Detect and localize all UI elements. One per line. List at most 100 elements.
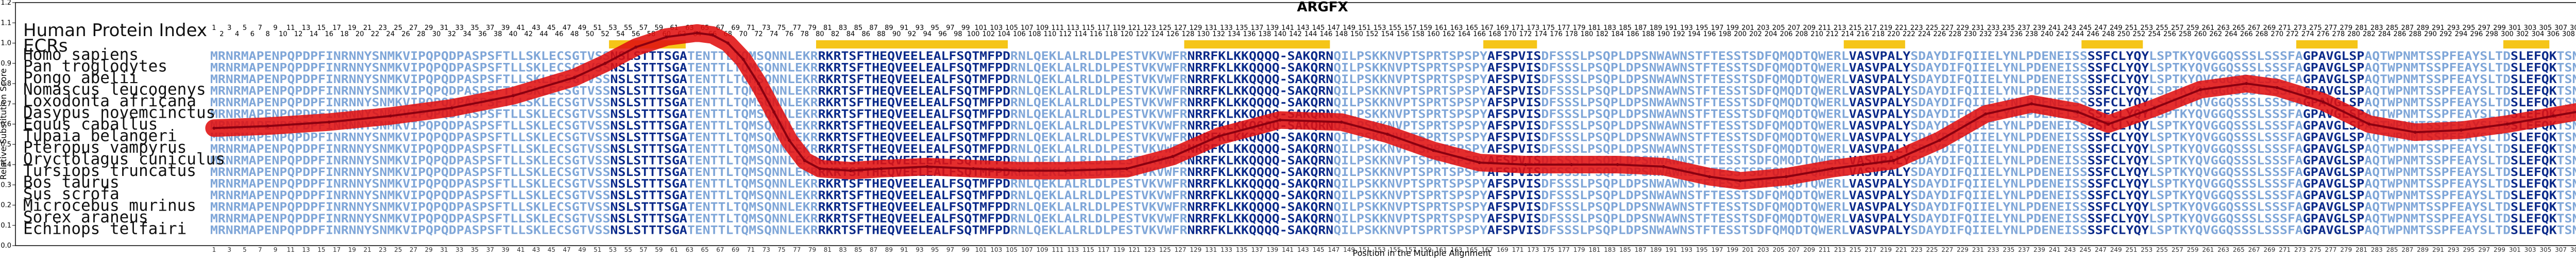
top-position-number: 152 [1366, 30, 1379, 38]
top-position-number: 255 [2156, 24, 2168, 32]
top-position-number: 12 [294, 30, 303, 38]
score-point [757, 82, 760, 85]
top-position-number: 147 [1327, 24, 1340, 32]
top-position-number: 183 [1603, 24, 1616, 32]
top-position-number: 82 [831, 30, 840, 38]
top-position-number: 225 [1926, 24, 1939, 32]
x-tick-label: 129 [1190, 246, 1201, 253]
top-position-number: 27 [409, 24, 418, 32]
top-position-number: 219 [1879, 24, 1892, 32]
x-tick-label: 25 [394, 246, 402, 253]
x-tick-label: 249 [2110, 246, 2122, 253]
sequence-row: MRNRMAPENPQPDPFINRNNYSNMKVIPQPQDPASPSFTL… [210, 166, 2576, 179]
score-point [1738, 179, 1742, 183]
score-point [696, 31, 699, 35]
x-tick-label: 205 [1773, 246, 1785, 253]
x-tick-label: 167 [1481, 246, 1493, 253]
x-tick-label: 141 [1282, 246, 1294, 253]
top-position-number: 24 [386, 30, 395, 38]
top-position-number: 15 [317, 24, 326, 32]
x-tick-label: 77 [793, 246, 801, 253]
sequence-rows: MRNRMAPENPQPDPFINRNNYSNMKVIPQPQDPASPSFTL… [210, 50, 2576, 237]
top-position-number: 159 [1419, 24, 1432, 32]
top-position-number: 145 [1312, 24, 1325, 32]
x-tick-label: 219 [1880, 246, 1892, 253]
x-tick-label: 157 [1404, 246, 1416, 253]
top-position-number: 100 [967, 30, 980, 38]
species-label: Pan troglodytes [23, 57, 167, 76]
top-position-number: 302 [2516, 30, 2529, 38]
x-tick-label: 103 [990, 246, 1002, 253]
x-tick-label: 133 [1221, 246, 1232, 253]
x-tick-label: 307 [2555, 246, 2567, 253]
top-position-number: 227 [1941, 24, 1954, 32]
y-tick-label: 0.2 [1, 202, 11, 209]
sequence-row: MRNRMAPENPQPDPFINRNNYSNMKVIPQPQDPASPSFTL… [210, 73, 2576, 86]
top-position-number: 191 [1665, 24, 1677, 32]
top-position-number: 131 [1205, 24, 1217, 32]
top-position-number: 11 [286, 24, 295, 32]
x-tick-label: 37 [486, 246, 494, 253]
ecr-bar [2503, 40, 2550, 49]
x-tick-label: 279 [2340, 246, 2352, 253]
x-tick-label: 67 [716, 246, 724, 253]
top-position-number: 257 [2171, 24, 2184, 32]
y-tick-label: 0.9 [1, 60, 11, 68]
top-position-number: 14 [310, 30, 318, 38]
x-tick-label: 291 [2432, 246, 2444, 253]
top-position-number: 164 [1458, 30, 1470, 38]
x-tick-label: 73 [762, 246, 770, 253]
species-label: Dasypus novemcinctus [23, 104, 215, 122]
top-position-number: 32 [448, 30, 456, 38]
score-point [1662, 165, 1665, 168]
top-position-number: 231 [1972, 24, 1985, 32]
x-tick-label: 191 [1665, 246, 1677, 253]
x-tick-label: 239 [2033, 246, 2045, 253]
score-point [1570, 163, 1573, 166]
top-position-number: 301 [2509, 24, 2521, 32]
top-position-number: 290 [2424, 30, 2437, 38]
top-position-number: 71 [747, 24, 755, 32]
top-position-number: 260 [2194, 30, 2207, 38]
x-tick-label: 45 [548, 246, 555, 253]
top-position-number: 293 [2447, 24, 2460, 32]
y-tick-label: 1.2 [1, 0, 11, 7]
header-human-protein-index: Human Protein Index [23, 20, 207, 41]
top-position-number: 146 [1320, 30, 1333, 38]
top-position-number: 256 [2163, 30, 2176, 38]
top-position-number: 288 [2409, 30, 2421, 38]
x-tick-label: 109 [1037, 246, 1048, 253]
top-position-number: 128 [1182, 30, 1195, 38]
top-position-number: 9 [273, 24, 277, 32]
top-position-number: 291 [2432, 24, 2445, 32]
top-position-number: 217 [1864, 24, 1877, 32]
top-position-number: 113 [1066, 24, 1079, 32]
top-position-number: 208 [1795, 30, 1808, 38]
score-point [1171, 155, 1175, 158]
top-position-number: 133 [1220, 24, 1233, 32]
top-position-number: 232 [1979, 30, 1992, 38]
sequence-row: MRNRMAPENPQPDPFINRNNYSNMKVIPQPQDPASPSFTL… [210, 143, 2576, 156]
top-position-number: 304 [2532, 30, 2545, 38]
top-position-number: 79 [808, 24, 817, 32]
top-position-number: 136 [1243, 30, 1256, 38]
top-position-number: 83 [839, 24, 848, 32]
x-tick-label: 217 [1865, 246, 1876, 253]
top-position-number: 141 [1281, 24, 1294, 32]
x-axis: 1 3 5 7 9 11 13 15 17 19 21 23 25 27 29 31 33 35 37 39 41 43 4… [212, 246, 2576, 253]
score-point [388, 114, 392, 118]
score-point [1386, 133, 1389, 136]
top-position-number: 99 [961, 24, 970, 32]
top-position-number: 199 [1726, 24, 1739, 32]
x-tick-label: 203 [1757, 246, 1769, 253]
top-position-number: 129 [1189, 24, 1202, 32]
score-point [741, 57, 745, 61]
x-tick-label: 11 [287, 246, 295, 253]
x-tick-label: 47 [563, 246, 571, 253]
top-position-number: 143 [1297, 24, 1310, 32]
top-position-number: 277 [2325, 24, 2337, 32]
top-position-number: 122 [1136, 30, 1148, 38]
top-position-number: 18 [340, 30, 349, 38]
top-position-number: 30 [432, 30, 441, 38]
x-tick-label: 231 [1972, 246, 1984, 253]
